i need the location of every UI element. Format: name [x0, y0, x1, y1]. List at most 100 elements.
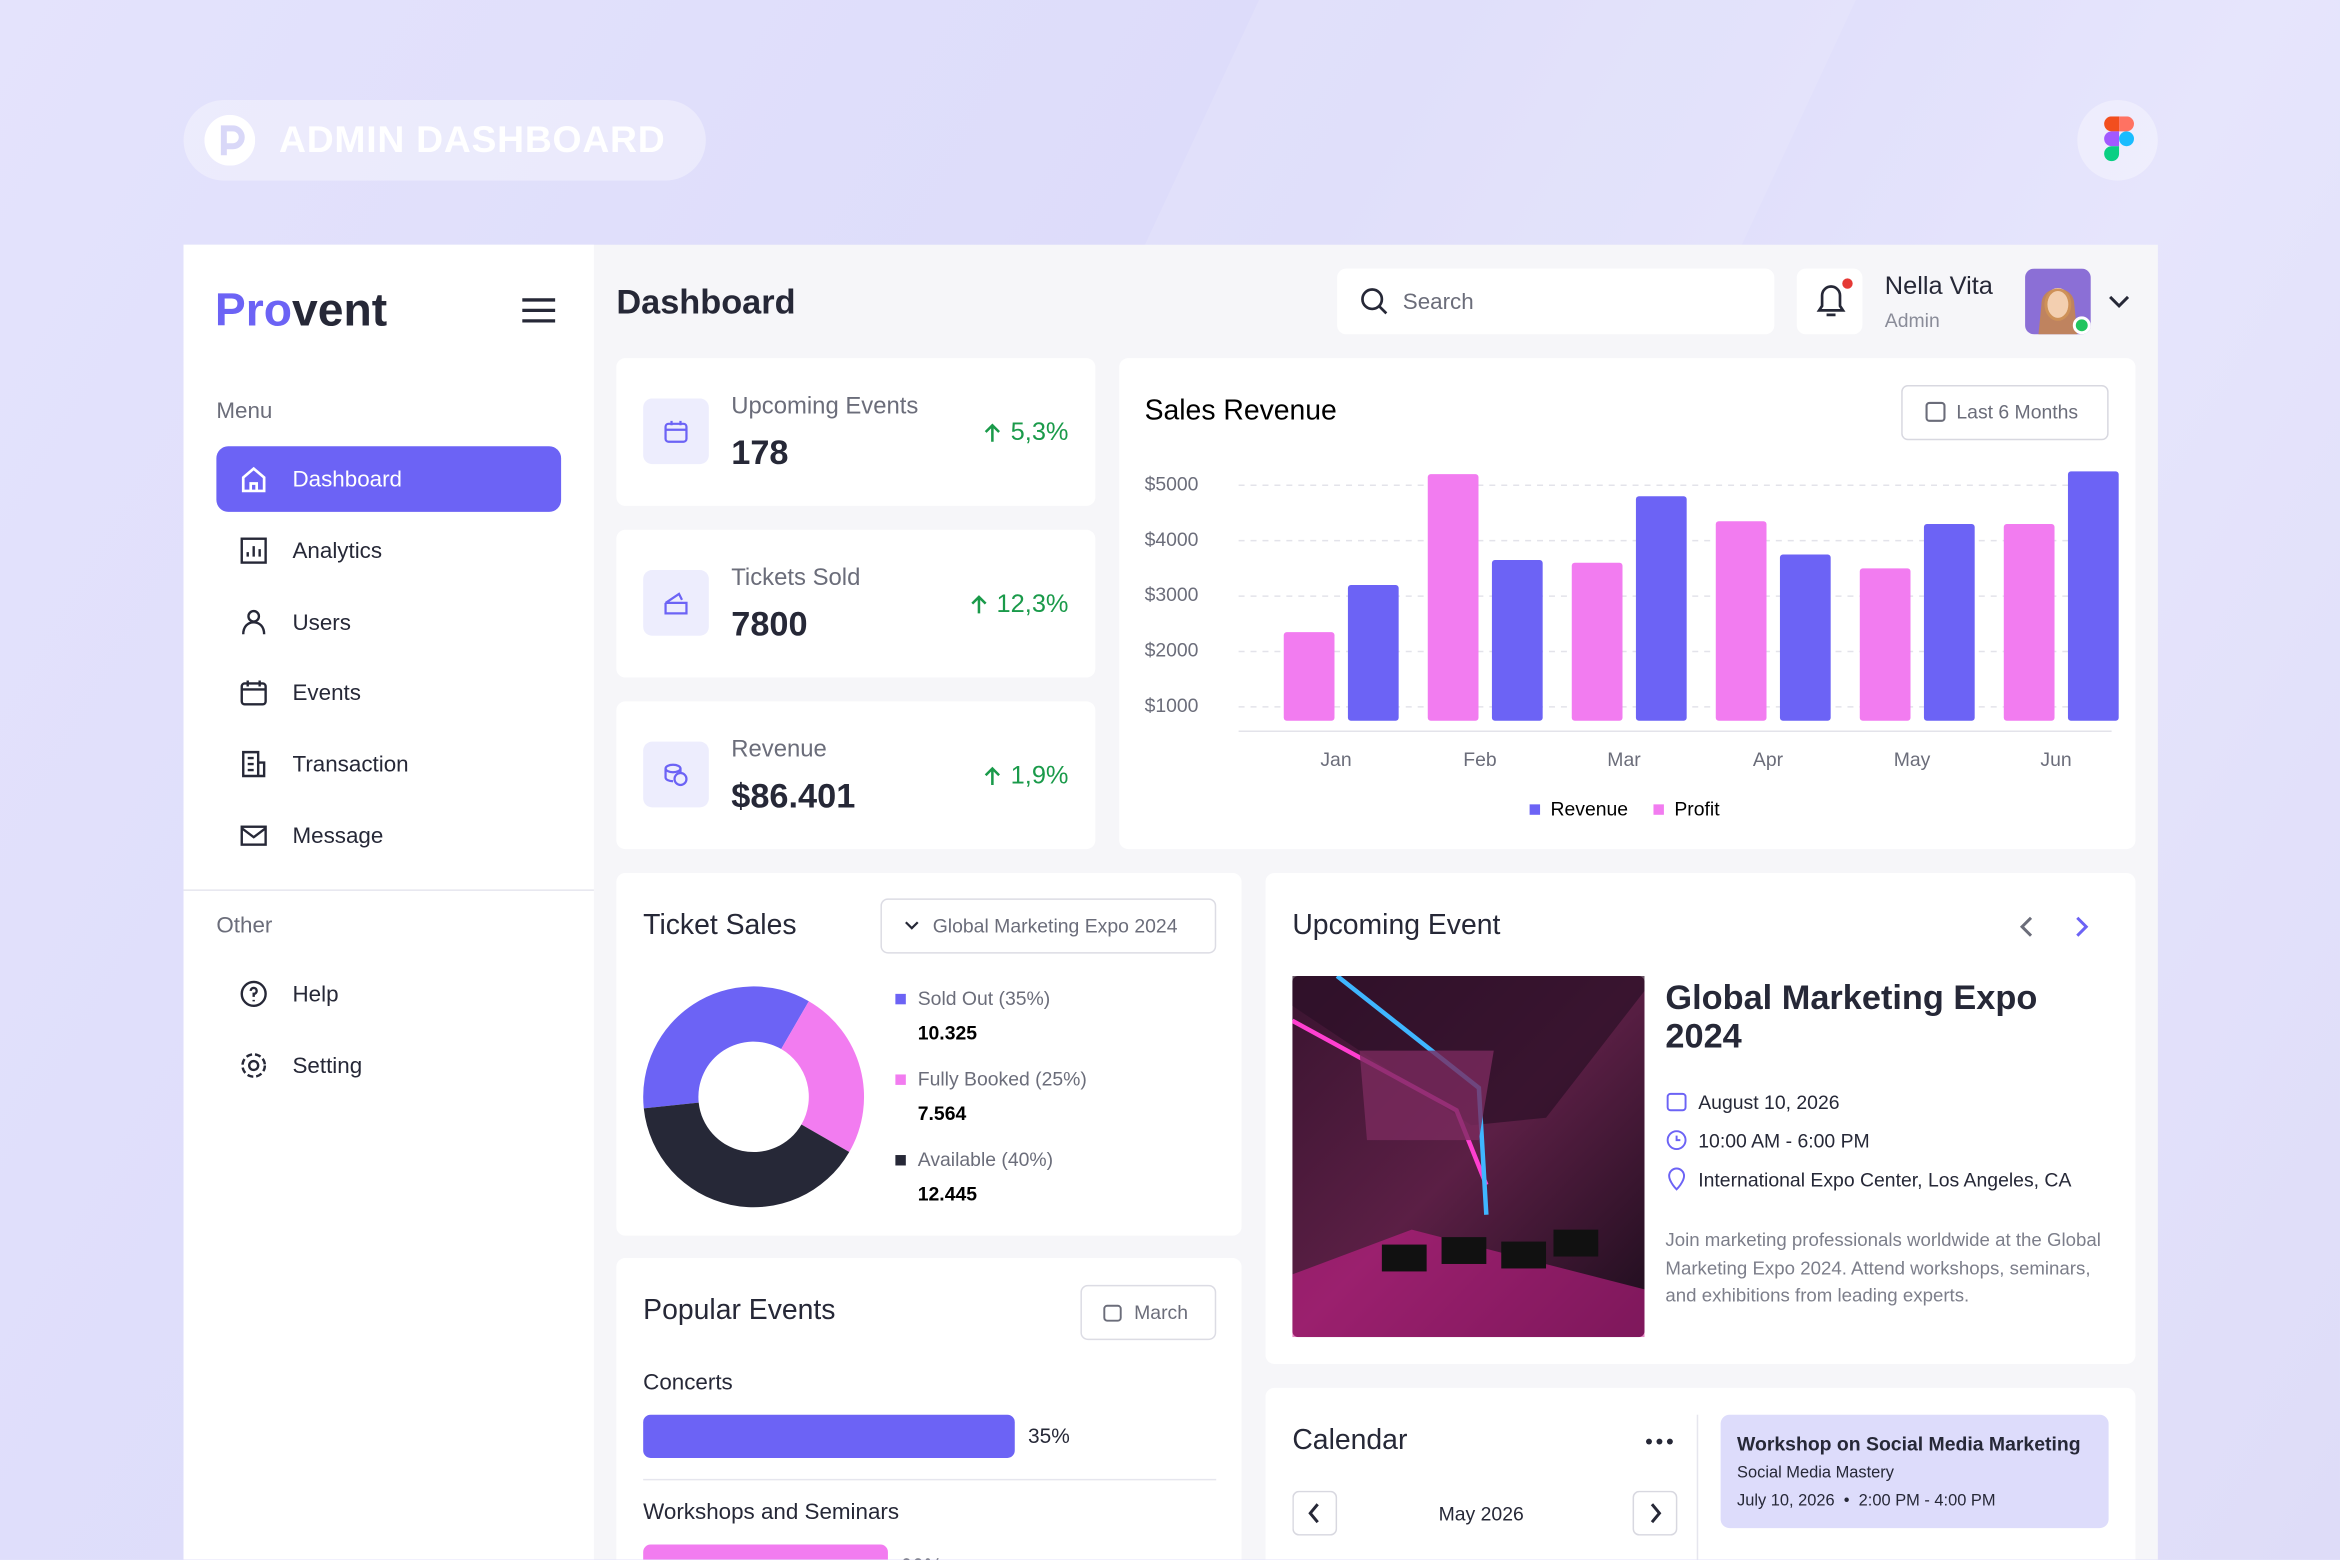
icon: [242, 609, 266, 635]
legend-label: Sold Out (35%): [918, 988, 1050, 1010]
legend-label: Fully Booked (25%): [918, 1069, 1087, 1091]
event-name: Global Marketing Expo 2024: [1665, 977, 2038, 1056]
chip-time: July 10, 2026 • 2:00 PM - 4:00 PM: [1737, 1492, 1996, 1511]
user-name: Nella Vita: [1884, 271, 1993, 300]
legend-swatch: [895, 1074, 906, 1085]
notification-button[interactable]: [1796, 268, 1863, 335]
menu-item[interactable]: Events: [216, 660, 561, 726]
more-button[interactable]: [1645, 1436, 1678, 1448]
search-icon: [1361, 288, 1388, 315]
legend-count: 12.445: [918, 1183, 977, 1205]
x-tick-label: Apr: [1753, 749, 1784, 771]
month-nav[interactable]: [1292, 1490, 1680, 1536]
stat-label: Revenue: [731, 737, 827, 763]
page-title: Dashboard: [616, 282, 796, 321]
menu-item[interactable]: Transaction: [216, 731, 561, 797]
bar: [1715, 521, 1767, 721]
chip-date: July 10, 2026: [1737, 1492, 1835, 1511]
menu-label: Setting: [292, 1052, 363, 1079]
badge-text: ADMIN DASHBOARD: [279, 119, 666, 162]
stat-value: $86.401: [731, 775, 856, 815]
stat-change: 1,9%: [984, 761, 1068, 791]
stat-icon: [643, 398, 709, 465]
logo-icon: [204, 114, 256, 166]
menu-label: Help: [292, 981, 339, 1007]
avatar[interactable]: [2025, 268, 2097, 338]
category-label: Concerts: [643, 1369, 733, 1396]
donut-chart: Sold Out (35%) 10.325 Fully Booked (25%) 7.…: [643, 986, 1087, 1208]
menu-item[interactable]: Users: [216, 589, 561, 655]
y-tick-label: $1000: [1145, 695, 1199, 717]
event-select[interactable]: Global Marketing Expo 2024: [880, 898, 1217, 954]
bar: [1923, 524, 1975, 721]
pager[interactable]: [2012, 913, 2102, 940]
event-icons: [1666, 1092, 1687, 1191]
menu-item[interactable]: Message: [216, 803, 561, 869]
brand-end: vent: [292, 283, 388, 336]
up-arrow: [985, 766, 1001, 785]
legend-swatch: [895, 1155, 906, 1166]
stat-change: 12,3%: [970, 589, 1068, 619]
icon: [240, 825, 267, 846]
filter-label: Last 6 Months: [1956, 401, 2078, 423]
y-tick-label: $3000: [1145, 584, 1199, 606]
event-location: International Expo Center, Los Angeles, …: [1698, 1168, 2072, 1191]
donut-segment: [643, 1102, 850, 1208]
chip-subtitle: Social Media Mastery: [1737, 1463, 1894, 1482]
stat-icon: [643, 570, 709, 636]
user-role: Admin: [1884, 308, 1940, 332]
calendar-icon: [1925, 401, 1946, 422]
card-title: Upcoming Event: [1292, 910, 1501, 942]
filter-button[interactable]: [1901, 385, 2109, 441]
brand: Provent: [215, 284, 387, 338]
menu-label: Transaction: [292, 751, 409, 777]
icon: [240, 537, 267, 564]
select-label: Global Marketing Expo 2024: [932, 914, 1178, 938]
chart-title: Sales Revenue: [1145, 394, 1337, 426]
legend-label: Revenue: [1550, 798, 1628, 820]
figma-icon: [2104, 116, 2134, 162]
search-box[interactable]: [1337, 268, 1775, 335]
month-filter[interactable]: March: [1080, 1284, 1217, 1341]
icon: [241, 1053, 267, 1078]
divider: [183, 889, 594, 891]
bar: [1779, 554, 1831, 721]
stat-change: 5,3%: [984, 418, 1068, 448]
value-label: 23%: [901, 1553, 943, 1559]
x-tick-label: Mar: [1607, 749, 1641, 771]
bar: [1427, 474, 1479, 721]
bar: [2067, 471, 2119, 721]
x-tick-label: May: [1894, 749, 1931, 771]
legend-swatch: [1529, 804, 1541, 815]
legend-swatch: [895, 993, 906, 1005]
event-time: 10:00 AM - 6:00 PM: [1698, 1129, 1870, 1153]
icon: [242, 750, 266, 778]
y-tick-label: $5000: [1145, 473, 1199, 495]
menu-label: Events: [292, 679, 361, 706]
menu-toggle[interactable]: [521, 295, 557, 325]
bar: [1491, 560, 1543, 721]
icon: [240, 980, 267, 1008]
up-arrow: [985, 423, 1001, 442]
icon: [664, 420, 688, 443]
progress-bar: [643, 1414, 1015, 1458]
icon: [241, 466, 266, 493]
x-tick-label: Feb: [1463, 749, 1496, 771]
legend-label: Available (40%): [918, 1149, 1053, 1171]
menu-item[interactable]: Analytics: [216, 518, 561, 584]
menu-item[interactable]: Dashboard: [216, 446, 562, 512]
calendar-icon: [1103, 1304, 1122, 1322]
icon: [664, 763, 688, 787]
event-chip[interactable]: [1720, 1414, 2109, 1529]
card-title: Calendar: [1292, 1425, 1408, 1457]
dropdown-arrow[interactable]: [2107, 291, 2131, 312]
menu-item[interactable]: Setting: [216, 1033, 561, 1099]
other-title: Other: [216, 913, 273, 939]
event-date: August 10, 2026: [1698, 1090, 1840, 1114]
event-image: [1292, 975, 1645, 1338]
menu-title: Menu: [216, 398, 273, 424]
badge: [183, 99, 706, 181]
menu-item[interactable]: Help: [216, 961, 561, 1027]
search-placeholder: Search: [1402, 289, 1474, 315]
brand-start: Pro: [214, 283, 293, 336]
